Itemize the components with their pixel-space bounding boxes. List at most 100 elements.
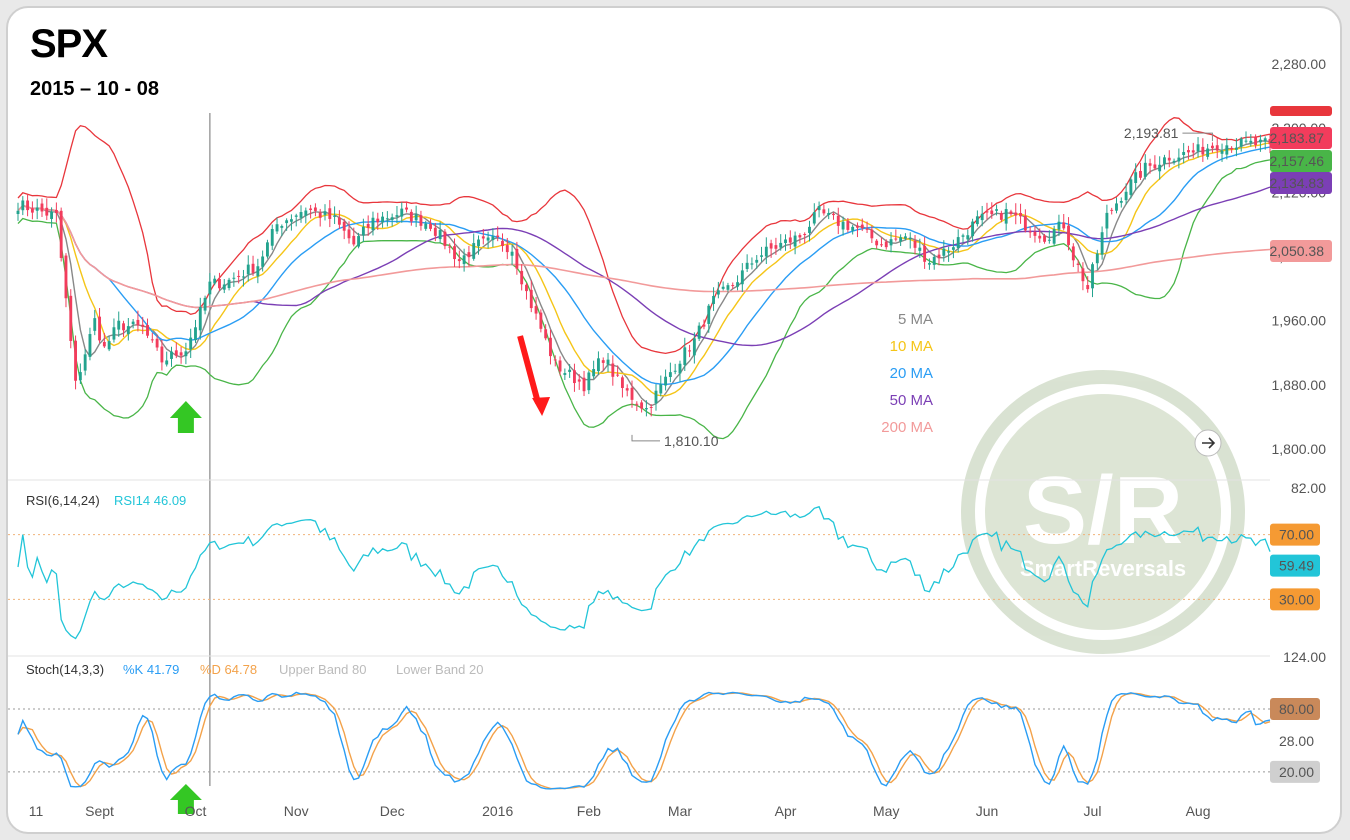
candle-body xyxy=(1081,268,1085,282)
candle-body xyxy=(59,210,63,258)
candle xyxy=(951,239,955,259)
candle xyxy=(630,380,634,408)
candle-body xyxy=(529,289,533,309)
candle xyxy=(573,363,576,392)
candle-body xyxy=(491,236,495,241)
candle-body xyxy=(165,360,169,365)
candle xyxy=(486,231,490,249)
candle-body xyxy=(1191,150,1195,153)
candle xyxy=(587,370,591,395)
price-tag-label: 2,157.46 xyxy=(1270,153,1325,169)
candle xyxy=(999,210,1003,223)
candle xyxy=(361,218,365,243)
candle xyxy=(1124,183,1128,205)
candle-body xyxy=(903,236,907,239)
candle-body xyxy=(227,279,231,289)
candle xyxy=(1076,259,1080,272)
candle xyxy=(827,208,831,220)
rsi-tag-bg xyxy=(1270,554,1320,577)
stoch-tag: 20.00 xyxy=(1270,760,1320,783)
candle-body xyxy=(692,338,696,356)
candle-body xyxy=(812,212,816,224)
candle xyxy=(1091,262,1094,298)
candle-body xyxy=(927,263,931,265)
candle xyxy=(822,204,826,216)
x-axis-ticks: 11 Sept Oct Nov Dec 2016 Feb Mar Apr May Jun Jul Aug xyxy=(29,803,1211,819)
candle xyxy=(424,220,428,231)
candle xyxy=(1230,146,1234,153)
candle xyxy=(1148,158,1152,174)
candle xyxy=(899,234,903,246)
candle xyxy=(1129,176,1133,199)
candle-body xyxy=(40,203,44,212)
x-tick-label: Aug xyxy=(1186,803,1211,819)
candle-body xyxy=(352,235,356,245)
candle xyxy=(328,200,332,228)
rsi-top-label: 82.00 xyxy=(1291,480,1326,496)
annotation-label: 1,810.10 xyxy=(664,433,719,449)
rsi-tag-bg xyxy=(1270,588,1320,611)
candle xyxy=(616,365,620,377)
candle-body xyxy=(966,235,970,240)
candle-body xyxy=(1023,215,1027,231)
candle-body xyxy=(654,390,658,404)
price-tag-bg xyxy=(1270,127,1332,149)
candle-body xyxy=(712,295,715,304)
candle-body xyxy=(889,239,893,246)
candle-body xyxy=(625,388,629,391)
candle xyxy=(836,207,840,235)
candle-body xyxy=(433,227,437,236)
candle-body xyxy=(429,223,432,229)
candle xyxy=(1167,150,1171,168)
candle-body xyxy=(184,351,188,357)
candle xyxy=(803,232,807,244)
candle xyxy=(1033,225,1037,243)
scroll-forward-button[interactable] xyxy=(1194,429,1222,457)
candle-body xyxy=(995,209,999,211)
candle xyxy=(78,363,82,385)
candle-body xyxy=(601,360,605,363)
candle-body xyxy=(242,276,245,278)
legend-item: 5 MA xyxy=(898,311,933,328)
candle xyxy=(83,349,87,376)
candle-body xyxy=(472,243,476,259)
candle xyxy=(668,362,672,383)
annotation-leader xyxy=(631,434,661,442)
candle xyxy=(870,225,874,244)
candle-body xyxy=(942,248,946,256)
rsi-value-label: RSI14 46.09 xyxy=(114,493,186,508)
candle xyxy=(956,229,960,253)
candle xyxy=(136,310,140,332)
candle-body xyxy=(716,290,720,295)
candle-body xyxy=(549,337,552,357)
candle xyxy=(266,239,269,259)
x-tick-label: Jul xyxy=(1084,803,1102,819)
candle xyxy=(309,204,313,219)
candle xyxy=(1057,214,1061,237)
candle-body xyxy=(577,379,581,382)
candle xyxy=(731,282,735,289)
candle xyxy=(1196,137,1200,158)
arrow-down-icon-head xyxy=(532,397,551,416)
candle-body xyxy=(1254,137,1258,146)
candle-body xyxy=(395,215,399,217)
candle xyxy=(1110,207,1114,215)
candle xyxy=(712,287,715,311)
candle xyxy=(798,233,802,244)
candle xyxy=(1100,226,1104,260)
stoch-d-label: %D 64.78 xyxy=(200,662,257,677)
candle-body xyxy=(218,278,221,289)
candle xyxy=(275,217,279,235)
candle-body xyxy=(496,235,500,238)
candle-body xyxy=(683,347,687,366)
candle-body xyxy=(846,220,850,230)
candle-body xyxy=(88,334,92,357)
candle-body xyxy=(409,211,413,222)
candle-body xyxy=(179,352,183,356)
candle xyxy=(1134,163,1138,191)
candle-body xyxy=(1115,203,1118,211)
candle-body xyxy=(131,321,135,325)
candle xyxy=(1153,155,1157,171)
candle-body xyxy=(539,312,543,329)
candle-body xyxy=(563,373,567,375)
